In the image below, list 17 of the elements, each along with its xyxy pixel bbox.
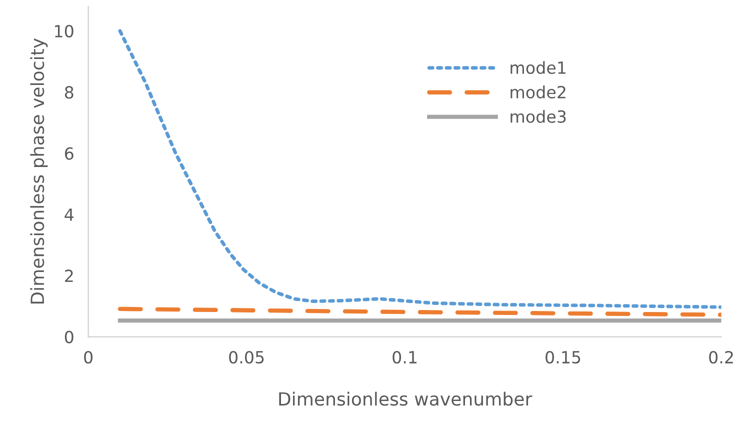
y-tick-label: 6 — [64, 147, 74, 160]
y-tick-label: 4 — [64, 208, 74, 221]
y-axis-title: Dimensionless phase velocity — [30, 38, 48, 304]
y-tick-label: 8 — [64, 86, 74, 99]
legend-label: mode1 — [510, 61, 566, 74]
legend-label: mode3 — [510, 110, 566, 123]
y-tick-label: 2 — [65, 270, 73, 282]
y-tick-label: 0 — [64, 330, 74, 344]
y-tick-label: 10 — [55, 24, 74, 38]
x-tick-label: 0.05 — [229, 350, 264, 364]
x-tick-label: 0 — [84, 350, 93, 364]
x-tick-label: 0.1 — [392, 350, 417, 364]
x-tick-label: 0.15 — [546, 350, 580, 364]
legend-label: mode2 — [510, 86, 566, 98]
x-tick-label: 0.2 — [709, 350, 733, 364]
x-axis-title: Dimensionless wavenumber — [279, 392, 532, 406]
line-series — [118, 29, 722, 309]
